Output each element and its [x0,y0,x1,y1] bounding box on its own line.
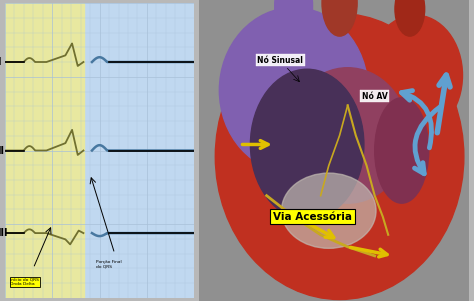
Ellipse shape [368,15,463,135]
Text: Via Acessória: Via Acessória [273,212,352,222]
Text: Nó Sinusal: Nó Sinusal [257,56,303,65]
Text: Nó AV: Nó AV [362,92,388,101]
Text: II: II [0,145,4,156]
Ellipse shape [275,0,312,44]
Ellipse shape [219,8,368,173]
Ellipse shape [215,14,464,299]
Ellipse shape [282,173,376,248]
Text: Porção Final
do QRS: Porção Final do QRS [96,260,121,268]
Text: Início do QRS
Onda Delta: Início do QRS Onda Delta [10,277,39,286]
Ellipse shape [250,69,364,220]
Ellipse shape [395,0,425,36]
Ellipse shape [322,0,357,36]
Ellipse shape [374,98,428,203]
Text: III: III [0,228,8,238]
Bar [5,3,84,298]
Ellipse shape [287,68,409,203]
